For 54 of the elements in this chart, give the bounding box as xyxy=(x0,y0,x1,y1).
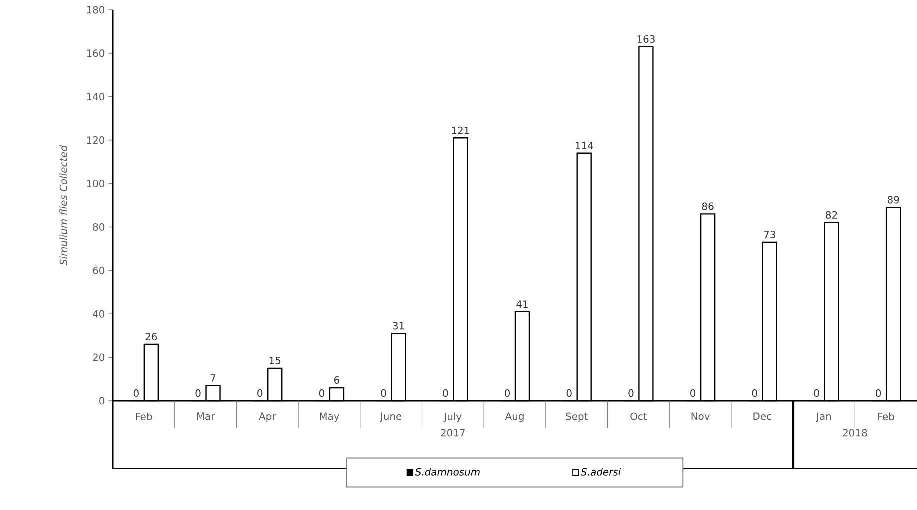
x-tick-label: Apr xyxy=(259,412,276,422)
data-label: 82 xyxy=(826,211,838,219)
data-label: 0 xyxy=(134,390,139,398)
x-tick-label: Dec xyxy=(754,412,772,420)
x-tick-label: July xyxy=(444,412,462,422)
data-label: 0 xyxy=(876,390,882,398)
x-tick-label: May xyxy=(320,412,340,422)
text: 2018 xyxy=(843,429,868,437)
data-label: 6 xyxy=(334,376,340,384)
x-tick-label: Aug xyxy=(505,412,524,422)
data-label: 0 xyxy=(319,390,324,398)
x-tick-label: Feb xyxy=(136,412,152,420)
data-label: 0 xyxy=(196,390,201,398)
data-label: 89 xyxy=(888,196,900,204)
data-label: 0 xyxy=(628,390,634,398)
x-tick-label: June xyxy=(380,412,402,422)
y-tick-label: 120 xyxy=(87,136,105,144)
data-label: 0 xyxy=(504,390,510,398)
data-label: 121 xyxy=(452,126,470,134)
legend-label: S.damnosum xyxy=(415,468,480,476)
data-label: 86 xyxy=(702,202,714,210)
data-label: 163 xyxy=(638,35,655,44)
x-tick-label: Feb xyxy=(878,412,894,420)
y-tick-label: 40 xyxy=(93,310,105,318)
data-label: 0 xyxy=(690,390,696,398)
y-tick-label: 180 xyxy=(87,6,105,14)
x-tick-label: Sept xyxy=(566,412,588,422)
data-label: 0 xyxy=(752,390,758,398)
y-tick-label: 80 xyxy=(93,223,105,231)
y-tick-label: 140 xyxy=(87,93,105,101)
y-tick-label: 60 xyxy=(93,266,105,274)
data-label: 26 xyxy=(146,333,158,341)
x-tick-label: Nov xyxy=(692,412,710,420)
data-label: 41 xyxy=(516,300,528,308)
x-tick-label: Oct xyxy=(630,412,648,420)
data-label: 0 xyxy=(814,390,820,398)
data-label: 114 xyxy=(576,142,594,150)
text: 2017 xyxy=(441,429,465,437)
data-label: 7 xyxy=(210,374,216,382)
y-tick-label: 0 xyxy=(100,397,105,405)
x-tick-label: Mar xyxy=(197,412,216,420)
data-label: 0 xyxy=(258,390,263,398)
legend-label: S.adersi xyxy=(581,468,622,476)
x-tick-label: Jan xyxy=(816,412,832,422)
data-label: 31 xyxy=(393,322,404,330)
y-tick-label: 100 xyxy=(87,180,105,188)
data-label: 0 xyxy=(443,390,448,398)
data-label: 15 xyxy=(270,357,281,364)
data-label: 0 xyxy=(381,390,386,398)
y-tick-label: 160 xyxy=(87,50,105,58)
data-label: 73 xyxy=(764,230,776,239)
data-label: 0 xyxy=(566,390,572,398)
y-axis-title: Simulium flies Collected xyxy=(60,145,68,266)
y-tick-label: 20 xyxy=(93,354,105,362)
